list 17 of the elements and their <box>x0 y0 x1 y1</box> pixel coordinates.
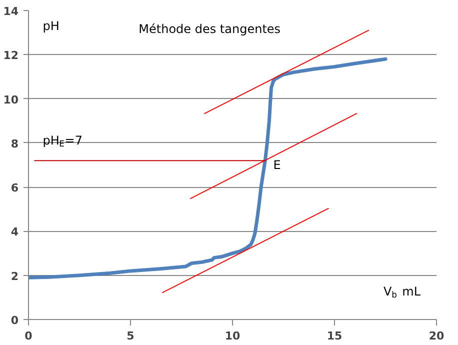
x-tick-label: 15 <box>326 330 342 342</box>
y-tick-label: 10 <box>3 93 19 106</box>
line-series <box>28 57 388 280</box>
y-tick-label: 12 <box>3 49 19 62</box>
y-tick-label: 8 <box>10 137 18 150</box>
x-tick-label: 0 <box>24 330 33 342</box>
y-tick-label: 2 <box>10 270 18 283</box>
x-tick-label: 10 <box>224 330 240 342</box>
x-tick-label: 5 <box>126 330 134 342</box>
annotation: E <box>273 158 281 172</box>
y-tick-label: 6 <box>10 182 19 195</box>
y-tick-label: 0 <box>10 314 19 327</box>
x-tick-label: 20 <box>428 330 444 342</box>
text: Méthode des tangentes <box>138 22 281 36</box>
y-axis-title: pH <box>42 18 60 33</box>
y-tick-label: 14 <box>3 5 19 18</box>
y-tick-label: 4 <box>10 226 19 239</box>
